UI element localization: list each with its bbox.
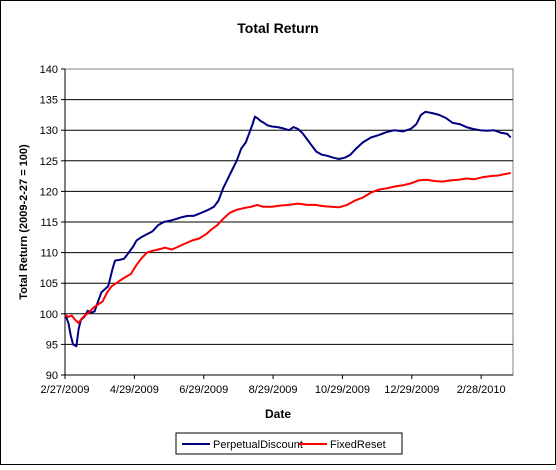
x-tick-label: 2/28/2010	[457, 384, 506, 396]
y-axis-ticks: 90 95 100 105 110 115 120 125 130 135 140	[40, 64, 513, 382]
chart-title: Total Return	[237, 20, 318, 36]
legend-label-perpetualdiscount: PerpetualDiscount	[213, 439, 303, 451]
y-tick-label: 140	[40, 64, 58, 76]
legend-label-fixedreset: FixedReset	[330, 439, 386, 451]
y-tick-label: 105	[40, 278, 58, 290]
y-tick-label: 115	[40, 217, 58, 229]
y-tick-label: 125	[40, 156, 58, 168]
y-tick-label: 120	[40, 186, 58, 198]
x-tick-label: 12/29/2009	[384, 384, 439, 396]
x-tick-label: 6/29/2009	[179, 384, 228, 396]
x-axis-ticks: 2/27/2009 4/29/2009 6/29/2009 8/29/2009 10/2…	[41, 375, 506, 396]
x-tick-label: 4/29/2009	[110, 384, 159, 396]
x-tick-label: 2/27/2009	[41, 384, 90, 396]
gridlines	[65, 99, 513, 345]
x-tick-label: 8/29/2009	[249, 384, 298, 396]
legend-items: PerpetualDiscount FixedReset	[182, 439, 386, 451]
series-line-fixedreset	[64, 172, 511, 324]
y-tick-label: 130	[40, 125, 58, 137]
y-tick-label: 95	[46, 339, 58, 351]
y-tick-label: 90	[46, 370, 58, 382]
y-axis-title: Total Return (2009-2-27 = 100)	[18, 144, 30, 300]
x-axis-title: Date	[265, 407, 291, 421]
y-tick-label: 110	[40, 248, 58, 260]
legend	[175, 432, 403, 455]
x-tick-label: 10/29/2009	[315, 384, 370, 396]
series-line-perpetualdiscount	[64, 110, 512, 348]
series-lines	[64, 110, 512, 348]
y-tick-label: 100	[40, 309, 58, 321]
y-tick-label: 135	[40, 95, 58, 107]
